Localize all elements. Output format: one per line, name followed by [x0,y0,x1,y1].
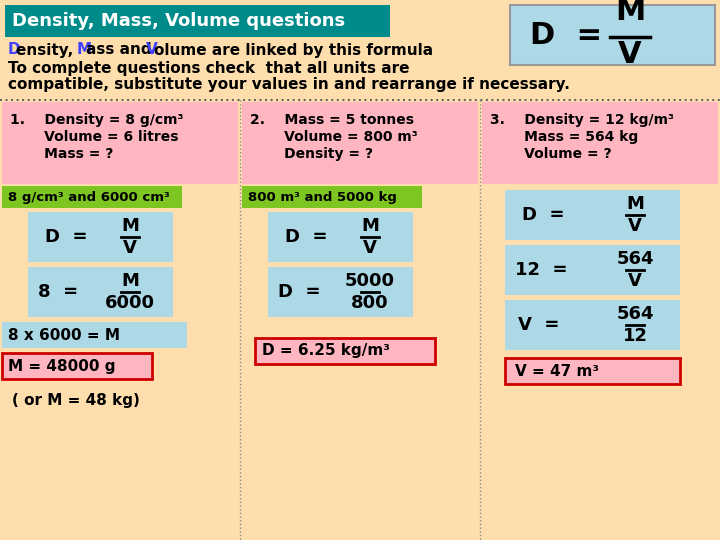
Text: D  =: D = [530,21,602,50]
FancyBboxPatch shape [505,245,680,295]
Text: 564: 564 [616,250,654,268]
Text: V: V [618,40,642,69]
Text: Mass = ?: Mass = ? [10,147,113,161]
FancyBboxPatch shape [242,186,422,208]
FancyBboxPatch shape [242,102,478,184]
Text: D = 6.25 kg/m³: D = 6.25 kg/m³ [262,343,390,359]
Text: M: M [121,272,139,290]
FancyBboxPatch shape [2,102,238,184]
Text: compatible, substitute your values in and rearrange if necessary.: compatible, substitute your values in an… [8,78,570,92]
Text: 12  =: 12 = [515,261,567,279]
Text: 564: 564 [616,305,654,323]
Text: V: V [363,239,377,257]
Text: D  =: D = [285,228,328,246]
Text: D: D [8,43,21,57]
Text: M: M [361,217,379,235]
FancyBboxPatch shape [2,322,187,348]
Text: M: M [76,43,91,57]
Text: 800: 800 [351,294,389,312]
Text: V: V [628,217,642,235]
Text: M = 48000 g: M = 48000 g [8,359,115,374]
FancyBboxPatch shape [510,5,715,65]
Text: Density = ?: Density = ? [250,147,373,161]
Text: 8  =: 8 = [38,283,78,301]
Text: ( or M = 48 kg): ( or M = 48 kg) [12,393,140,408]
Text: Density, Mass, Volume questions: Density, Mass, Volume questions [12,12,345,30]
Text: 800 m³ and 5000 kg: 800 m³ and 5000 kg [248,191,397,204]
Text: V: V [628,272,642,290]
FancyBboxPatch shape [268,212,413,262]
Text: M: M [615,0,645,26]
FancyBboxPatch shape [505,300,680,350]
Text: Volume = ?: Volume = ? [490,147,611,161]
Text: 8 x 6000 = M: 8 x 6000 = M [8,327,120,342]
FancyBboxPatch shape [28,267,173,317]
Text: V: V [145,43,157,57]
Text: Volume = 800 m³: Volume = 800 m³ [250,130,418,144]
Text: To complete questions check  that all units are: To complete questions check that all uni… [8,60,410,76]
Text: M: M [121,217,139,235]
FancyBboxPatch shape [268,267,413,317]
Text: D  =: D = [278,283,320,301]
Text: 3.    Density = 12 kg/m³: 3. Density = 12 kg/m³ [490,113,674,127]
FancyBboxPatch shape [5,5,390,37]
FancyBboxPatch shape [2,186,182,208]
Text: D  =: D = [45,228,88,246]
Text: 2.    Mass = 5 tonnes: 2. Mass = 5 tonnes [250,113,414,127]
Text: D  =: D = [522,206,564,224]
Text: Volume = 6 litres: Volume = 6 litres [10,130,179,144]
FancyBboxPatch shape [505,190,680,240]
Text: 8 g/cm³ and 6000 cm³: 8 g/cm³ and 6000 cm³ [8,191,170,204]
Text: 5000: 5000 [345,272,395,290]
Text: 12: 12 [623,327,647,345]
Text: M: M [626,195,644,213]
FancyBboxPatch shape [505,358,680,384]
Text: ensity,: ensity, [17,43,79,57]
Text: ass and: ass and [86,43,156,57]
FancyBboxPatch shape [28,212,173,262]
Text: Mass = 564 kg: Mass = 564 kg [490,130,638,144]
FancyBboxPatch shape [482,102,718,184]
FancyBboxPatch shape [2,353,152,379]
Text: V  =: V = [518,316,559,334]
Text: V: V [123,239,137,257]
Text: olume are linked by this formula: olume are linked by this formula [153,43,433,57]
Text: 6000: 6000 [105,294,155,312]
Text: V = 47 m³: V = 47 m³ [515,363,599,379]
FancyBboxPatch shape [255,338,435,364]
Text: 1.    Density = 8 g/cm³: 1. Density = 8 g/cm³ [10,113,184,127]
